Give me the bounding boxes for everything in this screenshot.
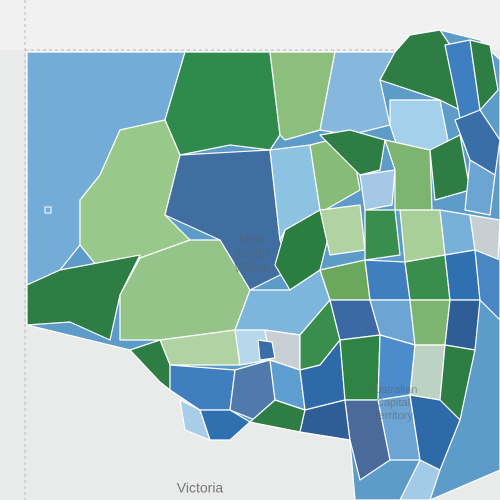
state-label-line: New <box>239 231 266 246</box>
region <box>359 169 396 211</box>
region <box>319 129 386 176</box>
region <box>399 459 441 500</box>
neighbour-label: Victoria <box>177 480 224 496</box>
region <box>364 209 401 261</box>
region <box>454 109 500 176</box>
region <box>257 339 276 361</box>
region <box>409 299 451 346</box>
region <box>164 51 281 156</box>
enclave <box>44 206 52 214</box>
region <box>444 299 481 351</box>
regions <box>26 29 500 500</box>
region <box>26 254 141 341</box>
region <box>269 51 336 141</box>
territory-label: Australian Capital Territory <box>369 384 418 422</box>
territory-label-line: Australian <box>369 384 418 396</box>
region <box>199 409 251 441</box>
region <box>399 209 446 263</box>
region <box>364 259 411 301</box>
territory-label-line: Capital <box>376 397 410 409</box>
region <box>409 394 461 471</box>
state-label-line: South <box>235 245 269 260</box>
region <box>404 254 451 301</box>
region <box>444 249 481 301</box>
region <box>344 399 391 481</box>
state-label: New South Wales <box>234 231 270 274</box>
region <box>474 249 500 321</box>
state-label-line: Wales <box>234 259 270 274</box>
region <box>469 39 499 111</box>
territory-label-line: Territory <box>373 410 413 422</box>
region <box>464 159 496 216</box>
